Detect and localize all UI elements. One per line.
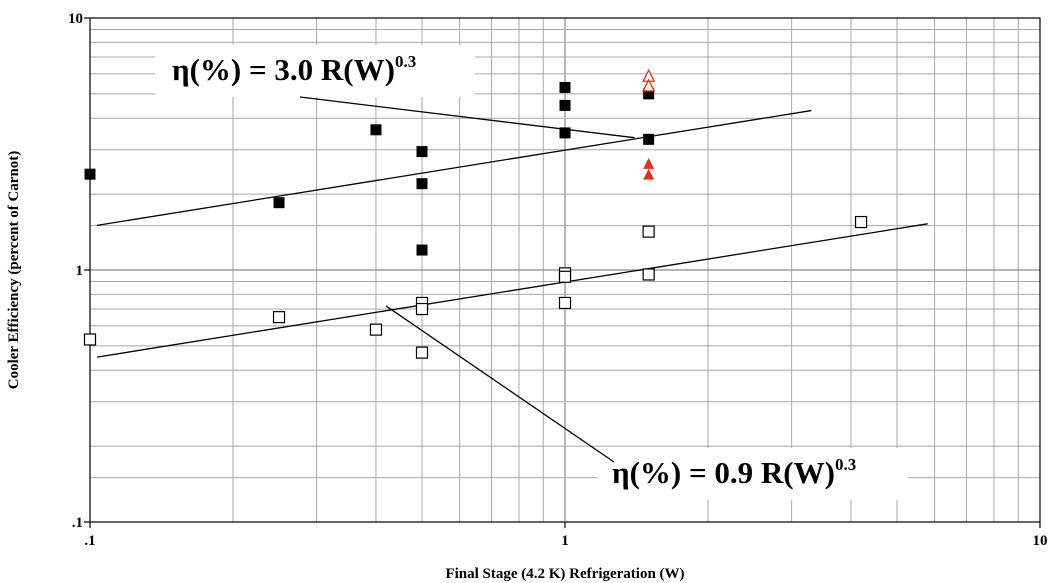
equation-exponent-2: 0.3 [835,455,856,474]
y-axis-title: Cooler Efficiency (percent of Carnot) [6,151,22,390]
x-axis-title: Final Stage (4.2 K) Refrigeration (W) [445,566,684,582]
open-square-point [642,268,655,281]
filled-square-point [559,99,571,111]
open-square-point [642,225,655,238]
y-tick-label: 10 [68,11,83,27]
equation-box-1 [155,45,475,97]
open-square-point [558,296,572,310]
equation-label-1: η(%) = 3.0 R(W)0.3 [172,52,416,87]
x-tick-label: .1 [84,533,95,549]
equation-leader-1 [299,96,635,139]
data-points [83,68,868,359]
filled-square-point [559,127,571,139]
filled-square-point [273,197,285,209]
x-tick-label: 1 [561,533,569,549]
open-square-point [558,270,572,283]
equation-main-2: η(%) = 0.9 R(W) [612,455,835,490]
equation-label-2: η(%) = 0.9 R(W)0.3 [612,455,856,490]
annotations: η(%) = 3.0 R(W)0.3 η(%) = 0.9 R(W)0.3 [155,45,908,500]
open-square-point [83,333,97,346]
x-tick-label: 10 [1033,533,1048,549]
equation-exponent-1: 0.3 [395,52,416,71]
filled-square-point [416,244,428,256]
filled-square-point [643,133,655,145]
open-square-point [854,215,868,229]
equation-main-1: η(%) = 3.0 R(W) [172,52,395,87]
open-triangle-point [642,78,656,92]
y-tick-label: 1 [76,263,84,279]
filled-square-point [416,146,428,158]
filled-square-point [559,81,571,93]
equation-leader-2 [385,305,615,463]
equation-box-2 [598,448,908,500]
open-square-point [415,302,429,316]
fit-line [96,223,928,358]
open-square-point [272,311,286,324]
tick-labels: .1 1 10 .1 1 10 [68,11,1048,549]
axis-ticks [84,17,1041,528]
open-square-point [415,346,429,359]
open-square-point [369,323,383,336]
filled-square-point [370,124,382,136]
fit-line [96,109,812,227]
filled-square-point [416,178,428,190]
grid [90,18,1040,522]
filled-triangle-point [643,157,655,169]
fit-lines [96,109,928,358]
filled-square-point [643,88,655,100]
y-tick-label: .1 [72,515,83,531]
filled-triangle-point [643,168,655,180]
filled-square-point [84,168,96,180]
